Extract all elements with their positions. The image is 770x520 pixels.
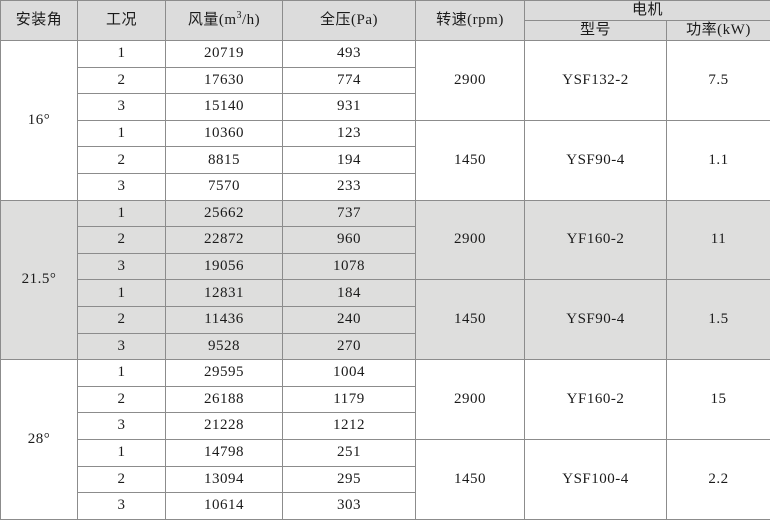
cell-motor-model: YF160-2 <box>525 200 667 280</box>
header-operating-condition: 工况 <box>78 1 166 41</box>
header-air-flow: 风量(m3/h) <box>166 1 283 41</box>
cell-air-flow: 21228 <box>166 413 283 440</box>
cell-air-flow: 29595 <box>166 360 283 387</box>
cell-air-flow: 25662 <box>166 200 283 227</box>
cell-installation-angle: 28° <box>1 360 78 520</box>
cell-operating-condition: 3 <box>78 173 166 200</box>
cell-air-flow: 26188 <box>166 386 283 413</box>
cell-operating-condition: 1 <box>78 439 166 466</box>
header-air-flow-prefix: 风量(m <box>188 12 237 28</box>
cell-air-flow: 17630 <box>166 67 283 94</box>
cell-rotation-speed: 2900 <box>416 41 525 121</box>
cell-air-flow: 12831 <box>166 280 283 307</box>
header-installation-angle: 安装角 <box>1 1 78 41</box>
header-total-pressure: 全压(Pa) <box>283 1 416 41</box>
cell-operating-condition: 3 <box>78 253 166 280</box>
cell-total-pressure: 931 <box>283 94 416 121</box>
cell-rotation-speed: 1450 <box>416 439 525 519</box>
cell-operating-condition: 2 <box>78 386 166 413</box>
cell-motor-power: 15 <box>667 360 770 440</box>
cell-motor-model: YSF132-2 <box>525 41 667 121</box>
cell-air-flow: 22872 <box>166 227 283 254</box>
cell-motor-power: 7.5 <box>667 41 770 121</box>
cell-air-flow: 9528 <box>166 333 283 360</box>
cell-operating-condition: 1 <box>78 360 166 387</box>
cell-air-flow: 7570 <box>166 173 283 200</box>
cell-operating-condition: 2 <box>78 306 166 333</box>
table-header: 安装角 工况 风量(m3/h) 全压(Pa) 转速(rpm) 电机 型号 功率(… <box>1 1 770 41</box>
cell-rotation-speed: 2900 <box>416 200 525 280</box>
cell-total-pressure: 960 <box>283 227 416 254</box>
cell-air-flow: 8815 <box>166 147 283 174</box>
header-row-1: 安装角 工况 风量(m3/h) 全压(Pa) 转速(rpm) 电机 <box>1 1 770 21</box>
cell-operating-condition: 2 <box>78 466 166 493</box>
header-motor-power: 功率(kW) <box>667 21 770 41</box>
cell-total-pressure: 233 <box>283 173 416 200</box>
cell-total-pressure: 270 <box>283 333 416 360</box>
cell-motor-model: YF160-2 <box>525 360 667 440</box>
cell-total-pressure: 1179 <box>283 386 416 413</box>
cell-operating-condition: 2 <box>78 67 166 94</box>
cell-air-flow: 11436 <box>166 306 283 333</box>
cell-total-pressure: 251 <box>283 439 416 466</box>
cell-air-flow: 13094 <box>166 466 283 493</box>
cell-total-pressure: 493 <box>283 41 416 68</box>
cell-operating-condition: 1 <box>78 280 166 307</box>
cell-total-pressure: 1004 <box>283 360 416 387</box>
cell-air-flow: 10614 <box>166 493 283 520</box>
cell-operating-condition: 2 <box>78 227 166 254</box>
cell-total-pressure: 194 <box>283 147 416 174</box>
cell-total-pressure: 123 <box>283 120 416 147</box>
cell-total-pressure: 303 <box>283 493 416 520</box>
cell-operating-condition: 1 <box>78 41 166 68</box>
cell-motor-power: 11 <box>667 200 770 280</box>
cell-rotation-speed: 1450 <box>416 120 525 200</box>
cell-motor-power: 2.2 <box>667 439 770 519</box>
cell-total-pressure: 184 <box>283 280 416 307</box>
cell-motor-power: 1.1 <box>667 120 770 200</box>
cell-rotation-speed: 1450 <box>416 280 525 360</box>
cell-air-flow: 10360 <box>166 120 283 147</box>
cell-operating-condition: 2 <box>78 147 166 174</box>
cell-motor-model: YSF90-4 <box>525 120 667 200</box>
cell-total-pressure: 1212 <box>283 413 416 440</box>
cell-motor-model: YSF90-4 <box>525 280 667 360</box>
cell-total-pressure: 1078 <box>283 253 416 280</box>
cell-air-flow: 19056 <box>166 253 283 280</box>
header-motor-model: 型号 <box>525 21 667 41</box>
cell-operating-condition: 3 <box>78 94 166 121</box>
cell-operating-condition: 3 <box>78 493 166 520</box>
cell-operating-condition: 1 <box>78 120 166 147</box>
cell-total-pressure: 737 <box>283 200 416 227</box>
cell-total-pressure: 774 <box>283 67 416 94</box>
cell-motor-model: YSF100-4 <box>525 439 667 519</box>
cell-installation-angle: 16° <box>1 41 78 201</box>
cell-air-flow: 20719 <box>166 41 283 68</box>
cell-total-pressure: 295 <box>283 466 416 493</box>
header-rotation-speed: 转速(rpm) <box>416 1 525 41</box>
cell-operating-condition: 1 <box>78 200 166 227</box>
cell-operating-condition: 3 <box>78 333 166 360</box>
cell-installation-angle: 21.5° <box>1 200 78 360</box>
cell-air-flow: 15140 <box>166 94 283 121</box>
cell-operating-condition: 3 <box>78 413 166 440</box>
cell-motor-power: 1.5 <box>667 280 770 360</box>
cell-air-flow: 14798 <box>166 439 283 466</box>
header-air-flow-suffix: /h) <box>242 12 260 28</box>
cell-total-pressure: 240 <box>283 306 416 333</box>
header-motor-group: 电机 <box>525 1 770 21</box>
cell-rotation-speed: 2900 <box>416 360 525 440</box>
